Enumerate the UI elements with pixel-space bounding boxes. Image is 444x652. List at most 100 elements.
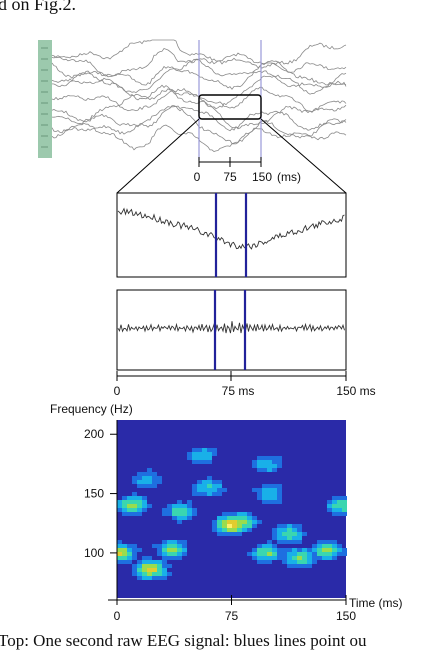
heatmap-cell [142,508,147,512]
heatmap-cell [297,560,302,564]
heatmap-cell [147,564,152,568]
heatmap-cell [177,556,182,560]
heatmap-cell [237,524,242,528]
heatmap-cell [227,520,232,524]
heatmap-cell [322,544,327,548]
heatmap-cell [237,512,242,516]
heatmap-cell [247,552,252,556]
heatmap-cell [117,544,122,548]
heatmap-cell [202,480,207,484]
heatmap-cell [247,524,252,528]
heatmap-cell [322,548,327,552]
heatmap-cell [247,528,252,532]
heatmap-cell [207,452,212,456]
heatmap-cell [142,500,147,504]
heatmap-cell [147,480,152,484]
heatmap-cell [267,496,272,500]
heatmap-cell [197,488,202,492]
heatmap-cell [232,512,237,516]
heatmap-cell [212,452,217,456]
heatmap-cell [217,520,222,524]
heatmap-cell [137,508,142,512]
heatmap-cell [282,524,287,528]
heatmap-cell [217,524,222,528]
heatmap-cell [267,540,272,544]
heatmap-cell [292,532,297,536]
heatmap-cell [307,564,312,568]
heatmap-cell [117,556,122,560]
heatmap-cell [192,508,197,512]
heatmap-cell [217,488,222,492]
heatmap-cell [152,472,157,476]
heatmap-cell [242,524,247,528]
heatmap-cell [262,488,267,492]
heatmap-cell [192,460,197,464]
header-text-fragment: d on Fig.2. [0,0,76,14]
heatmap-cell [192,452,197,456]
heatmap-cell [292,528,297,532]
heatmap-cell [242,528,247,532]
heatmap-cell [277,456,282,460]
heatmap-cell [132,552,137,556]
heatmap-cell [302,532,307,536]
heatmap-cell [157,576,162,580]
heatmap-cell [217,480,222,484]
heatmap-cell [172,512,177,516]
heatmap-cell [132,568,137,572]
heatmap-cell [167,512,172,516]
heatmap-cell [117,504,122,508]
heatmap-cell [152,572,157,576]
heatmap-cell [172,544,177,548]
heatmap-cell [262,500,267,504]
heatmap-cell [122,504,127,508]
heatmap-cell [157,544,162,548]
heatmap-cell [182,544,187,548]
x-axis-label: Time (ms) [349,596,403,610]
heatmap-cell [142,480,147,484]
heatmap-cell [267,484,272,488]
heatmap-cell [162,556,167,560]
heatmap-cell [272,532,277,536]
heatmap-cell [287,548,292,552]
heatmap-cell [267,544,272,548]
heatmap-cell [292,560,297,564]
heatmap-cell [137,568,142,572]
heatmap-cell [132,476,137,480]
heatmap-cell [272,536,277,540]
heatmap-cell [257,496,262,500]
heatmap-cell [327,556,332,560]
zoom-line-left [116,118,200,194]
heatmap-cell [157,560,162,564]
heatmap-cell [262,552,267,556]
heatmap-cell [142,576,147,580]
heatmap-cell [147,576,152,580]
heatmap-cell [147,476,152,480]
heatmap-cell [182,508,187,512]
time-tick-0: 0 [114,384,121,398]
heatmap-cell [157,568,162,572]
heatmap-cell [327,504,332,508]
heatmap-cell [132,504,137,508]
heatmap-cell [117,560,122,564]
heatmap-cell [257,492,262,496]
heatmap-cell [287,528,292,532]
heatmap-cell [237,520,242,524]
heatmap-cell [172,516,177,520]
heatmap-cell [272,496,277,500]
heatmap-cell [122,508,127,512]
y-tick-label: 200 [84,427,104,441]
heatmap-cell [187,512,192,516]
heatmap-cell [307,548,312,552]
heatmap-cell [127,500,132,504]
heatmap-cell [202,452,207,456]
heatmap-cell [287,524,292,528]
heatmap-cell [292,524,297,528]
heatmap-cell [272,548,277,552]
heatmap-cell [132,496,137,500]
heatmap-cell [177,504,182,508]
heatmap-cell [332,540,337,544]
raw-eeg-panel [38,39,347,160]
heatmap-cell [302,564,307,568]
heatmap-cell [262,548,267,552]
heatmap-cell [202,456,207,460]
